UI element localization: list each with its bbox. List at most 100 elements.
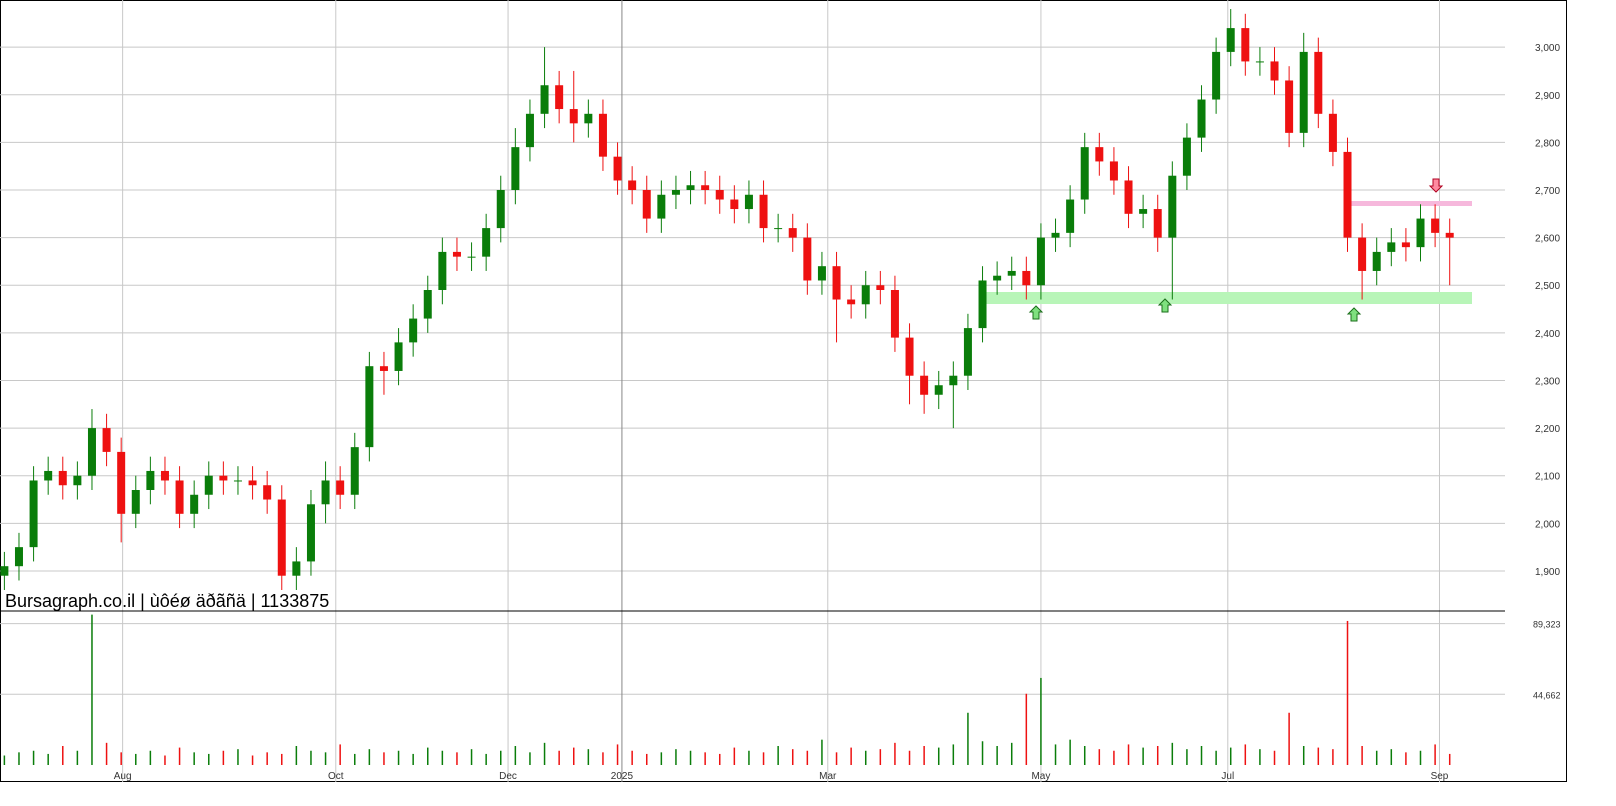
volume-bar [3,755,6,765]
volume-bar [1127,744,1130,765]
candle-body [788,228,797,238]
candle-body [1066,199,1075,233]
volume-bar [208,753,210,765]
volume-bar [806,750,809,765]
candle-body [292,561,301,576]
candle-body [759,194,768,229]
candle-body [657,194,666,219]
candle-body [0,566,9,576]
volume-bar [616,744,619,765]
volume-bar [1317,747,1320,765]
volume-bar [1010,742,1013,765]
volume-bar [1375,750,1378,765]
volume-bar [441,750,444,765]
y-tick-label: 2,300 [1535,376,1560,387]
volume-bar [1302,746,1305,765]
volume-bar [1390,749,1393,765]
candle-body [1051,232,1060,238]
volume-bar [1288,712,1290,765]
candle-body [1343,151,1352,238]
candle-body [204,475,213,495]
candle-body [1036,237,1045,286]
volume-bar [281,753,283,765]
grid [0,0,1505,782]
up-arrow [1157,298,1173,313]
volume-bar [222,750,225,765]
volume-bar [762,752,765,765]
candle-body [394,342,403,371]
candle-body [832,266,841,300]
candle-body [496,190,505,229]
candle-body [277,499,286,576]
volume-bar [1171,742,1174,765]
volume-bar [32,750,35,765]
volume-bar [1069,739,1071,765]
volume-bar [397,750,400,765]
candle-body [131,490,140,514]
volume-bar [1346,620,1349,765]
candle-body [1416,218,1425,248]
candle-body [452,251,461,257]
volume-bar [1200,746,1203,765]
volume-bar [675,749,677,765]
volume-bar [237,749,239,765]
candle-body [73,475,82,486]
volume-bar [251,755,254,765]
volume-bar [1025,693,1028,765]
volume-bar [558,750,560,765]
volume-bar [47,753,49,765]
candle-body [861,285,870,305]
volume-bar [645,753,648,765]
x-tick-label: Oct [328,771,344,782]
candle-body [423,290,432,319]
volume-bar [573,747,575,765]
candle-body [701,185,710,190]
volume-bar [1229,747,1232,765]
candle-body [321,480,330,505]
volume-bar [543,742,546,765]
candle-body [438,251,447,290]
volume-bar [354,753,356,765]
resistance-zone [1348,201,1472,206]
candle-body [920,375,929,395]
volume-bar [748,750,750,765]
candle-body [350,447,359,495]
volume-bar [952,744,955,765]
candle-body [1212,51,1221,100]
candle-body [117,451,126,514]
candle-body [175,480,184,514]
candle-body [1241,28,1250,62]
volume-bar [412,753,414,765]
volume-bar [1273,750,1276,765]
candle-body [774,228,783,230]
volume-bar [704,752,706,765]
volume-bar [1040,677,1042,765]
candle-body [1299,51,1308,133]
candle-body [978,280,987,329]
y-tick-label: 2,900 [1535,91,1560,102]
volume-bar [456,752,458,765]
volume-bar [1156,746,1159,765]
candle-body [1139,209,1148,214]
volume-bar [1244,744,1247,765]
volume-bar [310,750,312,765]
candle-body [365,366,374,448]
candle-body [905,337,914,376]
y2-tick-label: 44,662 [1533,690,1561,700]
volume-bar [470,749,473,765]
candle-body [379,366,388,371]
y2-tick-label: 89,323 [1533,620,1561,630]
volume-bar [967,712,969,765]
down-arrow [1428,178,1444,193]
candle-body [44,470,53,481]
volume-bar [602,752,604,765]
y-tick-label: 2,700 [1535,186,1560,197]
candle-body [1314,51,1323,114]
y-tick-label: 3,000 [1535,43,1560,54]
candle-body [744,194,753,210]
candle-body [847,299,856,305]
volume-bar [1405,752,1407,765]
volume-bar [76,750,79,765]
candle-body [1387,242,1396,252]
volume-bar [894,742,896,765]
